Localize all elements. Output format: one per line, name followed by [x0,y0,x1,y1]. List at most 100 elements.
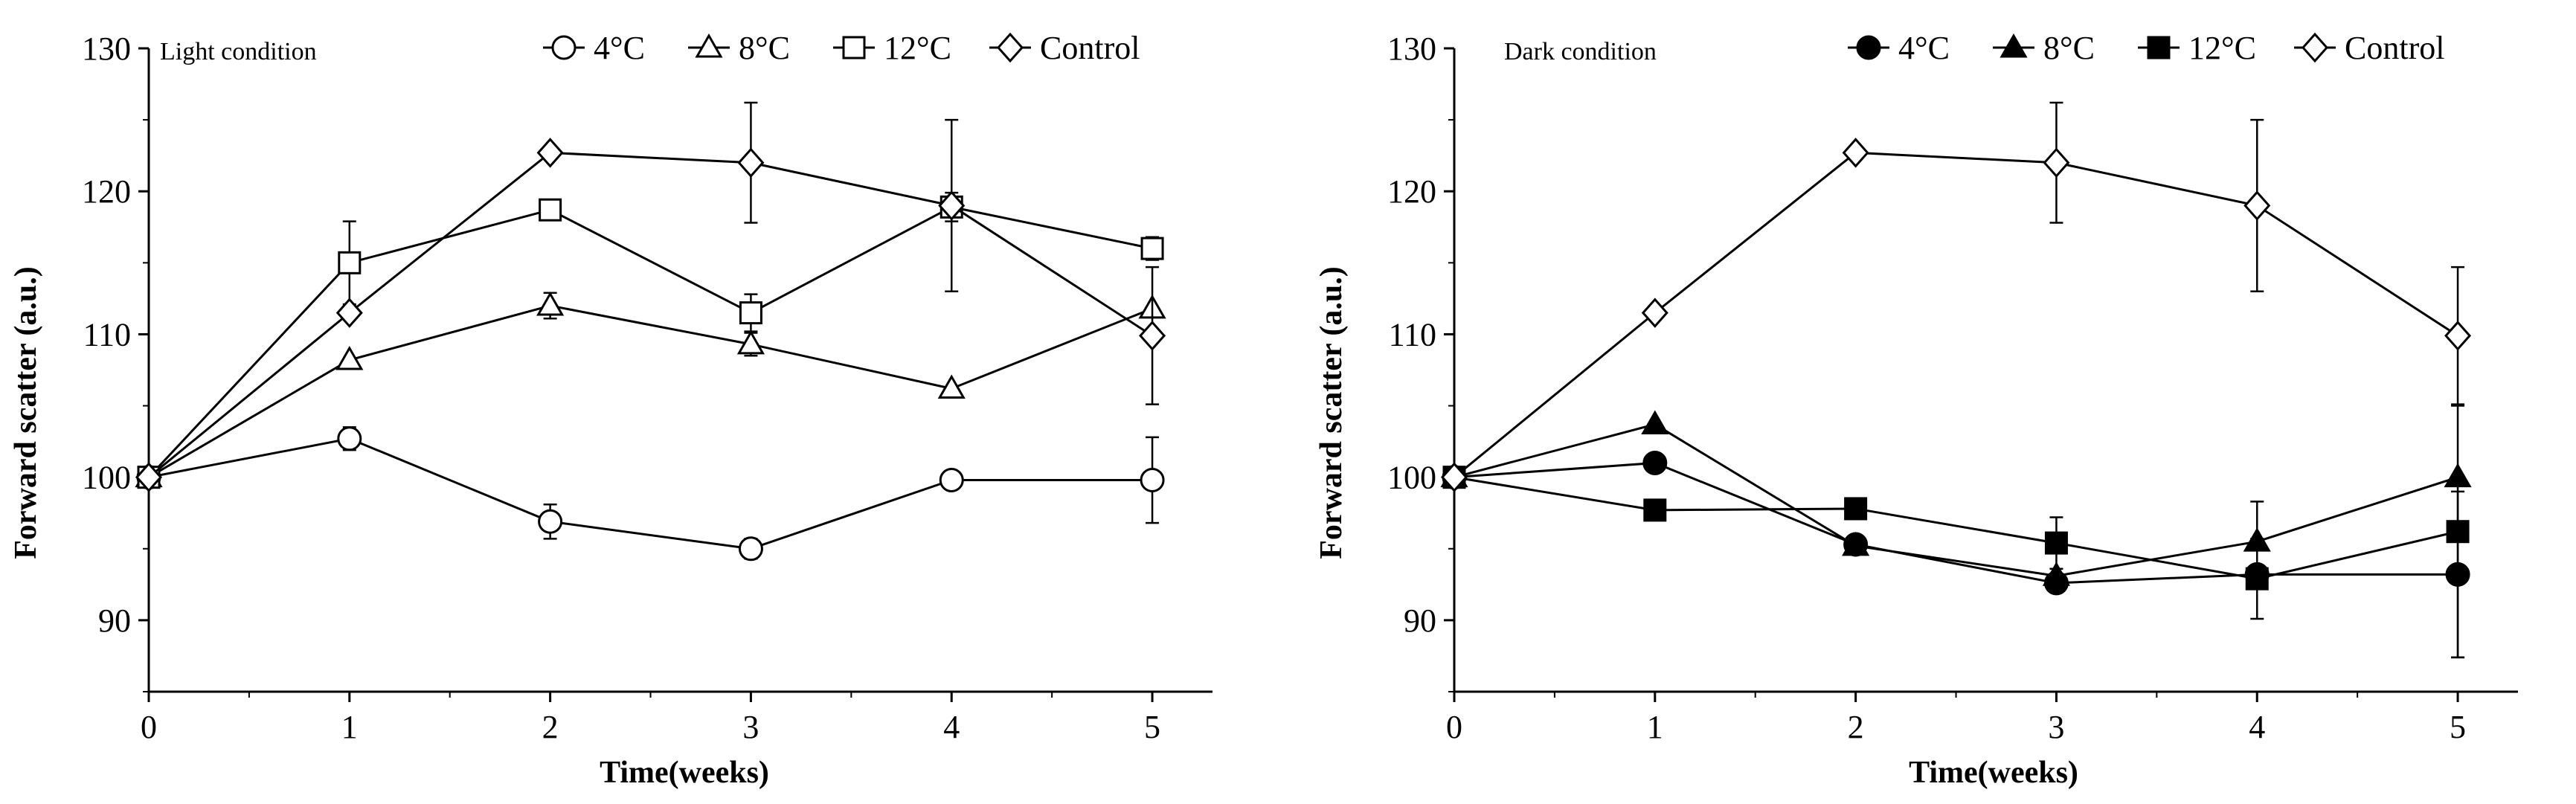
point-12c [338,251,362,274]
point-control [737,147,765,179]
point-4c [1140,468,1165,493]
panel-light-condition: 90 100 110 120 130 0 1 2 3 4 5 Light condition For… [9,30,1212,790]
y-axis-title-dark: Forward scatter (a.u.) [1314,266,1349,559]
point-control [536,138,564,168]
point-12c [1844,497,1868,521]
point-4c [538,509,563,534]
point-control [1440,462,1468,492]
legend-dark: 4°C 8°C 12°C Control [1848,30,2444,66]
legend-label: 12°C [2188,30,2256,66]
axes-light: 90 100 110 120 130 0 1 2 3 4 5 [82,30,1212,745]
legend-item-12c: 12°C [833,30,951,66]
y-tick-label: 100 [1387,460,1436,496]
series-line-8c [1454,422,2458,577]
legend-item-8c: 8°C [688,30,790,66]
series-line-4c [1454,461,2458,585]
point-4c [337,426,362,451]
legend-marker [695,33,723,58]
point-8c [335,346,364,370]
legend-marker [2147,36,2171,60]
series-light [135,101,1166,562]
legend-marker [551,35,576,60]
panel-dark-condition: 90 100 110 120 130 0 1 2 3 4 5 Dark condition Forw… [1314,30,2518,790]
series-control [135,101,1166,492]
point-control [2444,321,2472,351]
point-control [1139,321,1166,351]
legend-marker [1856,35,1881,60]
x-axis-title-light: Time(weeks) [600,756,769,790]
series-line-control [1454,151,2458,478]
point-8c [1842,531,1870,556]
legend-item-4c: 4°C [543,30,645,66]
point-12c [539,198,562,222]
x-tick-label: 1 [341,709,358,745]
y-tick-label: 90 [1404,602,1436,639]
y-tick-label: 110 [83,316,131,353]
legend-item-12c: 12°C [2138,30,2256,66]
point-4c [738,536,763,562]
x-tick-label: 2 [1848,709,1864,745]
y-tick-label: 90 [98,602,131,639]
point-12c [1643,498,1667,522]
legend-light: 4°C 8°C 12°C Control [543,30,1140,66]
series-8c [135,291,1166,488]
series-12c [1442,405,2470,659]
legend-marker [2301,32,2329,63]
x-axis-title-dark: Time(weeks) [1909,756,2078,790]
legend-label: 4°C [594,30,645,66]
point-8c [937,374,966,399]
legend-item-4c: 4°C [1848,30,1950,66]
point-4c [1642,450,1668,475]
panel-title-dark: Dark condition [1504,38,1657,65]
x-tick-label: 5 [1144,709,1160,745]
axes-dark: 90 100 110 120 130 0 1 2 3 4 5 [1387,30,2518,745]
y-tick-label: 110 [1389,316,1436,353]
series-control [1440,101,2472,492]
x-tick-label: 1 [1647,709,1663,745]
y-axis-title-light: Forward scatter (a.u.) [9,266,43,559]
point-8c [1641,410,1669,435]
point-control [135,462,163,492]
series-line-8c [148,304,1153,478]
y-tick-label: 130 [82,30,131,67]
y-tick-label: 120 [1387,173,1436,210]
series-4c [1442,450,2470,659]
legend-label: Control [2345,30,2444,66]
legend-item-control: Control [2294,30,2444,66]
series-line-control [148,151,1153,478]
point-12c [739,301,762,325]
point-12c [2044,531,2068,555]
x-tick-label: 4 [2249,709,2265,745]
legend-label: 8°C [2043,30,2095,66]
legend-label: 12°C [884,30,951,66]
point-12c [2245,567,2269,591]
point-8c [736,329,765,355]
panel-title-light: Light condition [160,38,317,65]
point-8c [2042,562,2071,586]
point-control [335,298,363,328]
legend-marker [996,32,1024,63]
point-12c [1140,237,1164,260]
x-tick-label: 3 [2048,709,2064,745]
series-8c [1440,410,2472,586]
x-tick-label: 2 [542,709,559,745]
x-tick-label: 0 [141,709,157,745]
y-tick-label: 100 [82,460,131,496]
point-control [2243,190,2271,221]
legend-item-control: Control [989,30,1140,66]
x-tick-label: 3 [742,709,759,745]
point-control [938,190,966,221]
point-8c [536,291,565,316]
legend-label: 4°C [1898,30,1950,66]
point-4c [939,468,964,493]
series-line-12c [1454,476,2458,580]
y-tick-label: 120 [82,173,131,210]
x-tick-label: 4 [943,709,960,745]
series-line-4c [148,437,1153,550]
x-tick-label: 5 [2450,709,2466,745]
x-tick-label: 0 [1446,709,1462,745]
series-12c [137,191,1164,489]
point-control [1842,138,1869,168]
series-dark [1440,101,2472,659]
